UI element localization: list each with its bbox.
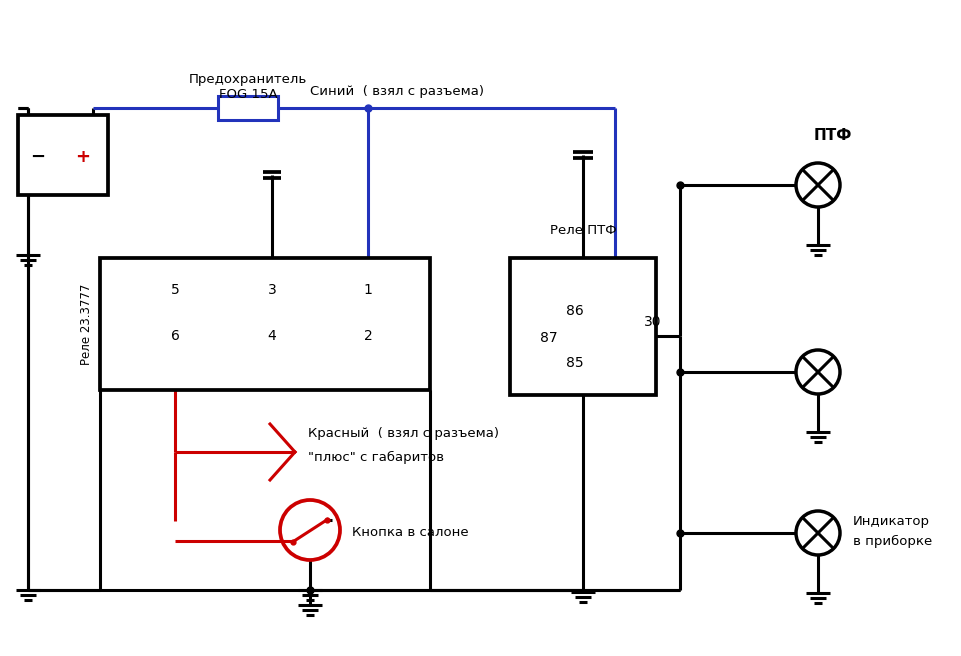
Text: ПТФ: ПТФ (813, 127, 851, 142)
Text: 4: 4 (267, 329, 276, 343)
Text: +: + (75, 148, 90, 166)
Bar (18, 115, 108, 195)
Bar (218, 96, 278, 120)
Text: 30: 30 (643, 315, 661, 329)
Text: Красный  ( взял с разъема): Красный ( взял с разъема) (308, 428, 499, 440)
Text: Предохранитель: Предохранитель (188, 73, 307, 87)
Text: 3: 3 (267, 283, 276, 297)
Text: Синий  ( взял с разъема): Синий ( взял с разъема) (309, 85, 483, 98)
Bar (509, 258, 655, 395)
Text: 2: 2 (363, 329, 372, 343)
Text: 87: 87 (539, 331, 557, 345)
Text: 5: 5 (170, 283, 179, 297)
Text: Кнопка в салоне: Кнопка в салоне (352, 525, 468, 539)
Text: 85: 85 (566, 356, 583, 370)
Text: "плюс" с габаритов: "плюс" с габаритов (308, 451, 444, 464)
Text: Индикатор: Индикатор (852, 514, 929, 527)
Text: FOG 15A: FOG 15A (218, 87, 277, 100)
Text: 1: 1 (363, 283, 372, 297)
Text: 86: 86 (565, 304, 583, 318)
Text: Реле ПТФ: Реле ПТФ (549, 224, 616, 237)
Text: Реле 23.3777: Реле 23.3777 (81, 283, 93, 365)
Text: 6: 6 (170, 329, 180, 343)
Bar (100, 258, 430, 390)
Text: в приборке: в приборке (852, 535, 931, 548)
Text: −: − (31, 148, 45, 166)
